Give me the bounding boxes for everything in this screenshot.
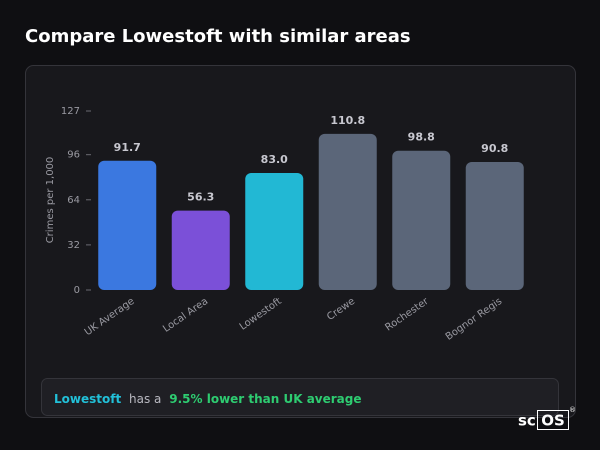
logo-prefix: sc bbox=[518, 412, 536, 430]
y-tick-label: 96 bbox=[67, 150, 80, 161]
summary: Lowestoft has a 9.5% lower than UK avera… bbox=[54, 392, 362, 406]
summary-text: has a bbox=[129, 392, 161, 406]
y-tick-label: 0 bbox=[74, 285, 80, 296]
logo-box bbox=[537, 410, 569, 430]
bar bbox=[392, 150, 451, 290]
summary-box bbox=[41, 378, 559, 416]
bar bbox=[171, 210, 230, 290]
summary-highlight: 9.5% lower than UK average bbox=[169, 392, 361, 406]
bar bbox=[318, 133, 377, 290]
value-label: 98.8 bbox=[408, 131, 435, 144]
logo-mark: ® bbox=[569, 406, 576, 414]
value-label: 110.8 bbox=[330, 114, 365, 127]
y-tick-label: 64 bbox=[67, 195, 80, 206]
y-tick-label: 127 bbox=[61, 106, 80, 117]
y-axis-label: Crimes per 1,000 bbox=[45, 157, 56, 244]
value-label: 56.3 bbox=[187, 191, 214, 204]
summary-area: Lowestoft bbox=[54, 392, 121, 406]
value-label: 83.0 bbox=[261, 153, 288, 166]
bar bbox=[465, 162, 524, 290]
bar bbox=[98, 160, 157, 290]
value-label: 90.8 bbox=[481, 142, 508, 155]
bar bbox=[245, 173, 304, 290]
y-tick-label: 32 bbox=[67, 240, 80, 251]
logo-boxed: OS bbox=[541, 412, 565, 430]
page-title: Compare Lowestoft with similar areas bbox=[25, 26, 411, 47]
value-label: 91.7 bbox=[114, 141, 141, 154]
